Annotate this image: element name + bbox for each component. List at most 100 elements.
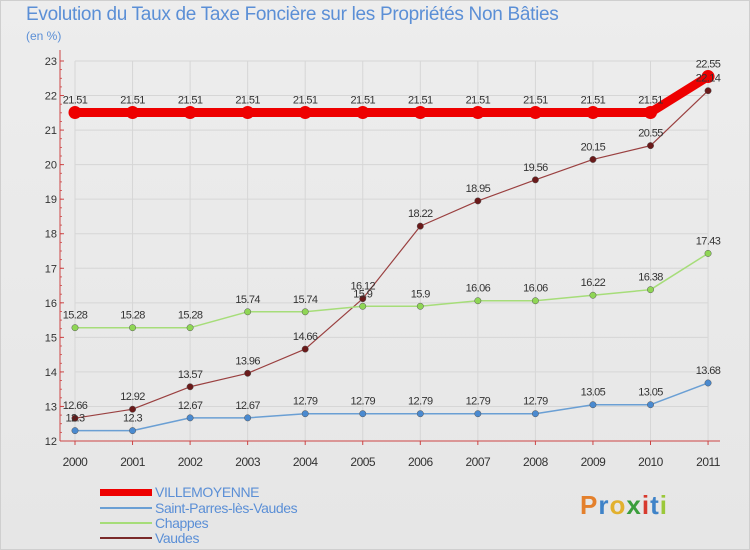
data-point [416,410,424,418]
y-tick-label: 17 [45,263,57,275]
data-label: 12.67 [235,400,260,412]
data-point [301,345,309,353]
data-label: 21.51 [350,94,375,106]
logo-letter: o [609,490,627,520]
series-line-1 [74,382,709,432]
chart-title: Evolution du Taux de Taxe Foncière sur l… [26,4,559,25]
legend-item-villemoyenne[interactable]: VILLEMOYENNE [100,484,400,500]
data-point [298,105,312,119]
y-tick-label: 23 [45,56,57,68]
data-label: 21.51 [178,94,203,106]
data-point [244,308,252,316]
data-label: 21.51 [63,94,88,106]
data-label: 13.57 [178,369,203,381]
y-tick-label: 16 [45,298,57,310]
data-point [71,414,79,422]
data-label: 13.68 [696,365,721,377]
legend-swatch-villemoyenne [100,489,152,496]
data-label: 12.92 [120,391,145,403]
data-point [71,324,79,332]
logo-letter: i [659,490,668,520]
data-point [589,156,597,163]
x-tick-label: 2007 [465,455,491,469]
data-point [589,401,597,409]
data-label: 15.74 [293,294,318,306]
y-tick-label: 21 [45,125,57,137]
data-point [186,383,194,391]
data-label: 15.28 [178,310,203,322]
data-label: 13.05 [638,387,663,399]
data-label: 14.66 [293,331,318,343]
data-point [71,427,79,435]
data-label: 15.28 [63,310,88,322]
legend-item-vaudes[interactable]: Vaudes [100,530,400,546]
data-label: 12.79 [466,396,491,408]
legend-swatch-saint-parres-les-vaudes [100,507,152,509]
data-label: 21.51 [120,94,145,106]
data-label: 18.22 [408,208,433,220]
x-tick-label: 2010 [638,455,664,469]
data-label: 16.06 [523,283,548,295]
data-label: 21.51 [466,94,491,106]
x-tick-label: 2000 [63,455,89,469]
data-point [244,369,252,377]
legend-swatch-vaudes [100,537,152,539]
x-tick-label: 2006 [408,455,434,469]
data-label: 12.79 [408,396,433,408]
data-point [129,427,137,435]
y-tick-label: 22 [45,91,57,103]
data-point [301,308,309,316]
x-tick-label: 2009 [581,455,607,469]
data-label: 20.55 [638,128,663,140]
data-point [528,105,542,119]
data-point [68,105,82,119]
data-point [474,410,482,418]
data-label: 18.95 [466,183,491,195]
legend-item-chappes[interactable]: Chappes [100,515,400,531]
series-line-2 [74,252,709,329]
data-label: 12.3 [123,413,142,425]
data-point [474,197,482,205]
data-label: 19.56 [523,162,548,174]
x-tick-label: 2002 [178,455,204,469]
data-label: 12.79 [350,396,375,408]
legend-swatch-chappes [100,522,152,524]
x-tick-label: 2003 [235,455,261,469]
legend-item-saint-parres-les-vaudes[interactable]: Saint-Parres-lès-Vaudes [100,500,400,516]
y-tick-label: 12 [45,436,57,448]
logo-letter: r [598,490,610,520]
data-point [416,222,424,230]
data-point [413,105,427,119]
logo-letter: x [626,490,642,520]
y-tick-label: 20 [45,160,57,172]
data-label: 13.96 [235,355,260,367]
data-point [186,414,194,422]
data-label: 12.66 [63,400,88,412]
data-point [647,286,654,294]
data-label: 22.14 [696,73,721,85]
data-label: 13.05 [581,387,606,399]
logo-letter: t [650,490,660,520]
data-label: 21.51 [581,94,606,106]
x-tick-label: 2011 [696,455,721,469]
data-point [126,105,140,119]
data-point [474,297,482,305]
x-tick-label: 2004 [293,455,319,469]
data-point [183,105,197,119]
x-tick-label: 2005 [350,455,376,469]
data-label: 12.79 [293,396,318,408]
y-tick-label: 15 [45,332,57,344]
data-point [704,379,712,387]
series-line-3 [74,90,709,419]
data-label: 21.51 [408,94,433,106]
data-label: 16.22 [581,277,606,289]
data-label: 21.51 [523,94,548,106]
data-point [416,302,424,310]
data-label: 20.15 [581,141,606,153]
data-point [359,302,367,310]
legend-label-saint-parres-les-vaudes: Saint-Parres-lès-Vaudes [155,500,298,516]
logo-letter: i [641,490,651,520]
data-point [129,324,137,332]
legend-label-villemoyenne: VILLEMOYENNE [155,484,260,500]
logo-letter: P [580,490,599,520]
